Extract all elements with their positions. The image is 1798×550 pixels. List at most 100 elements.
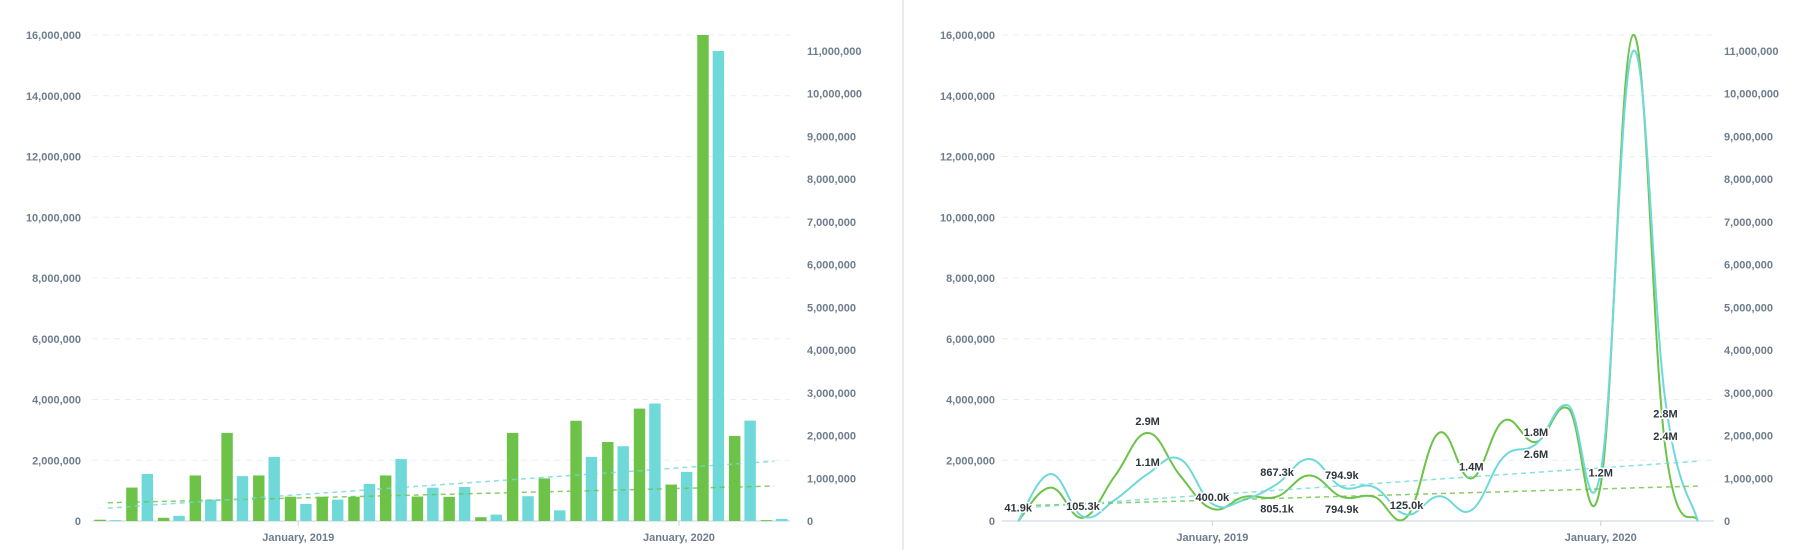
y-left-tick-label: 10,000,000 xyxy=(26,212,81,224)
bar xyxy=(109,520,122,522)
bar xyxy=(697,35,709,521)
y-right-tick-label: 2,000,000 xyxy=(1724,431,1773,443)
bar xyxy=(728,435,741,521)
y-right-tick-label: 10,000,000 xyxy=(807,89,862,101)
data-label: 1.8M xyxy=(1524,427,1548,439)
y-left-tick-label: 12,000,000 xyxy=(26,152,81,164)
y-right-tick-label: 5,000,000 xyxy=(1724,302,1773,314)
data-label: 2.9M xyxy=(1135,416,1159,428)
bar xyxy=(411,496,424,521)
y-right-tick-label: 3,000,000 xyxy=(807,388,856,400)
y-left-tick-label: 2,000,000 xyxy=(946,455,995,467)
data-label: 794.9k xyxy=(1325,470,1360,482)
trendline xyxy=(1018,460,1698,509)
y-right-tick-label: 1,000,000 xyxy=(807,473,856,485)
trendline xyxy=(107,460,775,509)
y-left-tick-label: 12,000,000 xyxy=(940,152,995,164)
y-right-tick-label: 9,000,000 xyxy=(807,131,856,143)
y-right-tick-label: 5,000,000 xyxy=(807,302,856,314)
y-left-tick-label: 10,000,000 xyxy=(940,212,995,224)
y-right-tick-label: 4,000,000 xyxy=(1724,345,1773,357)
bar xyxy=(126,487,138,521)
bar xyxy=(284,496,297,521)
data-label: 2.4M xyxy=(1653,431,1677,443)
y-right-tick-label: 4,000,000 xyxy=(807,345,856,357)
bar xyxy=(760,520,773,522)
bar xyxy=(649,403,661,521)
bar xyxy=(585,456,598,521)
data-label: 125.0k xyxy=(1390,500,1425,512)
y-right-tick-label: 3,000,000 xyxy=(1724,388,1773,400)
bar xyxy=(253,475,265,521)
bar xyxy=(602,442,614,521)
bar xyxy=(236,476,249,521)
y-right-tick-label: 6,000,000 xyxy=(807,260,856,272)
y-right-tick-label: 8,000,000 xyxy=(807,174,856,186)
line-chart-panel: 0 2,000,000 4,000,000 6,000,000 8,000,000 10,… xyxy=(906,0,1798,550)
y-left-tick-label: 16,000,000 xyxy=(940,30,995,42)
y-left-tick-label: 14,000,000 xyxy=(26,91,81,103)
data-label: 1.2M xyxy=(1588,468,1612,480)
bar xyxy=(316,496,328,521)
data-label: 805.1k xyxy=(1260,504,1295,516)
x-tick-label: January, 2020 xyxy=(1565,532,1637,544)
data-label: 1.1M xyxy=(1135,457,1159,469)
bar xyxy=(506,432,519,521)
data-label: 105.3k xyxy=(1066,501,1101,513)
bar xyxy=(665,484,677,521)
y-right-tick-label: 11,000,000 xyxy=(807,46,861,58)
line-chart: 0 2,000,000 4,000,000 6,000,000 8,000,000 10,… xyxy=(940,30,1779,544)
data-label: 400.0k xyxy=(1196,492,1231,504)
bar xyxy=(331,499,344,521)
y-left-tick-label: 2,000,000 xyxy=(32,455,81,467)
data-label: 794.9k xyxy=(1325,504,1360,516)
x-tick-label: January, 2019 xyxy=(1176,532,1248,544)
bar xyxy=(379,475,392,521)
bar xyxy=(617,446,629,521)
y-left-tick-label: 8,000,000 xyxy=(32,273,81,285)
data-label: 867.3k xyxy=(1260,467,1295,479)
panel-divider xyxy=(902,0,904,550)
bar xyxy=(157,517,170,521)
bar xyxy=(300,503,312,521)
bar xyxy=(268,456,280,521)
y-right-tick-label: 6,000,000 xyxy=(1724,260,1773,272)
bar xyxy=(427,487,439,521)
bar xyxy=(221,432,233,521)
y-left-tick-label: 4,000,000 xyxy=(946,395,995,407)
bar xyxy=(363,483,376,521)
x-tick-label: January, 2020 xyxy=(643,532,715,544)
bar xyxy=(570,420,582,521)
bar xyxy=(141,474,154,521)
y-left-tick-label: 14,000,000 xyxy=(940,91,995,103)
bar xyxy=(680,471,693,521)
x-tick-label: January, 2019 xyxy=(262,532,334,544)
y-left-tick-label: 6,000,000 xyxy=(946,334,995,346)
y-left-tick-label: 4,000,000 xyxy=(32,395,81,407)
y-right-tick-label: 2,000,000 xyxy=(807,431,856,443)
y-left-tick-label: 0 xyxy=(75,516,81,528)
y-right-tick-label: 10,000,000 xyxy=(1724,89,1779,101)
bar xyxy=(395,459,407,521)
y-right-tick-label: 9,000,000 xyxy=(1724,131,1773,143)
bar xyxy=(475,517,487,521)
bar xyxy=(554,510,566,521)
y-right-tick-label: 0 xyxy=(1724,516,1730,528)
bar-chart: 0 2,000,000 4,000,000 6,000,000 8,000,000 10,… xyxy=(26,30,862,544)
data-label: 2.6M xyxy=(1524,449,1548,461)
data-label: 1.4M xyxy=(1459,461,1483,473)
bar xyxy=(173,515,185,521)
series-line xyxy=(1017,49,1699,522)
y-left-tick-label: 8,000,000 xyxy=(946,273,995,285)
y-left-tick-label: 16,000,000 xyxy=(26,30,81,42)
bar xyxy=(522,496,534,521)
bar xyxy=(94,519,106,521)
bar xyxy=(205,499,217,521)
y-right-tick-label: 0 xyxy=(807,516,813,528)
y-right-tick-label: 7,000,000 xyxy=(807,217,856,229)
data-label: 2.8M xyxy=(1653,408,1677,420)
bar xyxy=(744,420,756,521)
data-label: 41.9k xyxy=(1004,503,1032,515)
bar xyxy=(776,518,788,521)
bar xyxy=(712,51,725,521)
